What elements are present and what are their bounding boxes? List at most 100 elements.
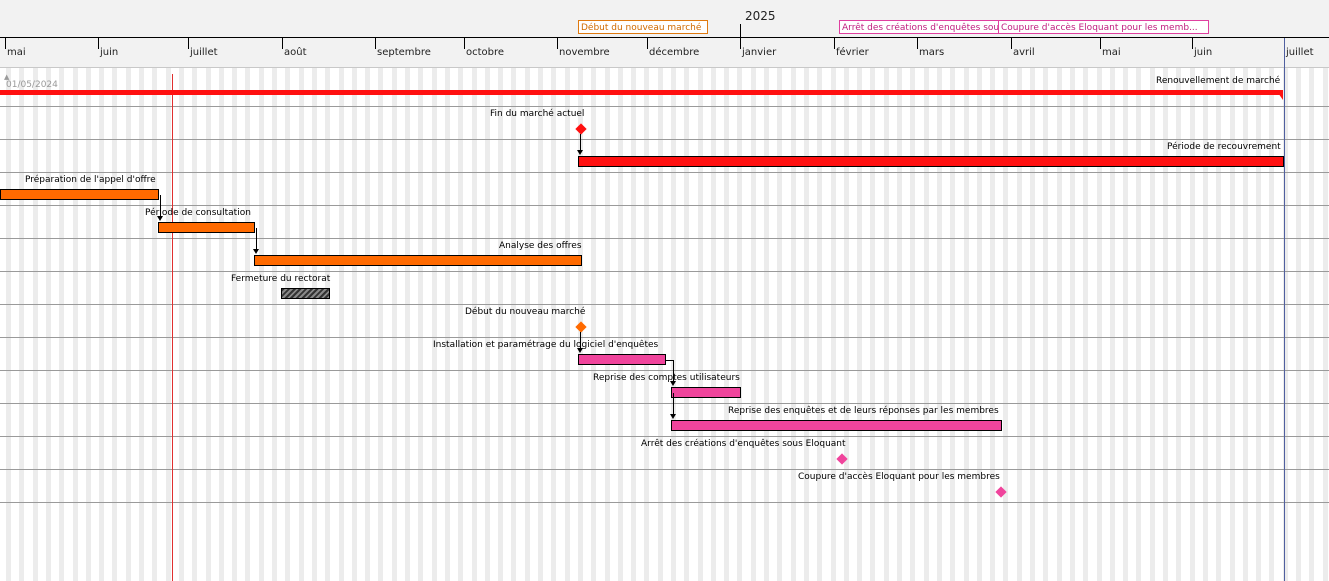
weekend-stripe	[751, 68, 756, 581]
weekend-stripe	[418, 68, 423, 581]
weekend-stripe	[1097, 68, 1102, 581]
weekend-stripe	[1230, 68, 1235, 581]
month-label: février	[836, 47, 869, 58]
weekend-stripe	[33, 68, 38, 581]
row-separator	[0, 469, 1329, 470]
dependency-link	[580, 134, 581, 150]
task-label: Période de consultation	[145, 208, 251, 218]
bar-reprise-comptes[interactable]	[671, 387, 741, 398]
month-tick	[282, 37, 283, 49]
weekend-stripe	[870, 68, 875, 581]
year-boundary-tick	[740, 24, 741, 49]
scroll-up-icon[interactable]: ▲	[4, 73, 10, 81]
month-tick	[98, 37, 99, 49]
marker-arret-creations[interactable]: Arrêt des créations d'enquêtes sous	[839, 20, 999, 34]
weekend-stripe	[206, 68, 211, 581]
weekend-stripe	[605, 68, 610, 581]
weekend-stripe	[405, 68, 410, 581]
dependency-link	[673, 393, 674, 414]
weekend-stripe	[764, 68, 769, 581]
task-label: Fin du marché actuel	[490, 109, 585, 119]
row-separator	[0, 172, 1329, 173]
row-separator	[0, 139, 1329, 140]
dependency-arrow-icon	[577, 150, 583, 155]
row-separator	[0, 337, 1329, 338]
weekend-stripe	[458, 68, 463, 581]
dependency-arrow-icon	[157, 216, 163, 221]
weekend-stripe	[1123, 68, 1128, 581]
weekend-stripe	[1256, 68, 1261, 581]
month-label: avril	[1013, 47, 1035, 58]
task-label: Coupure d'accès Eloquant pour les membre…	[798, 472, 1000, 482]
dependency-link	[160, 195, 161, 216]
weekend-stripe	[1309, 68, 1314, 581]
weekend-stripe	[844, 68, 849, 581]
task-label: Reprise des enquêtes et de leurs réponse…	[728, 406, 999, 416]
task-label: Installation et paramétrage du logiciel …	[433, 340, 659, 350]
month-label: mars	[919, 47, 945, 58]
bar-preparation-appel-offre[interactable]	[0, 189, 159, 200]
dependency-arrow-icon	[253, 249, 259, 254]
bar-installation-parametrage[interactable]	[578, 354, 666, 365]
month-tick	[647, 37, 648, 49]
weekend-stripe	[884, 68, 889, 581]
weekend-stripe	[179, 68, 184, 581]
weekend-stripe	[325, 68, 330, 581]
bar-fermeture-rectorat[interactable]	[281, 288, 330, 299]
weekend-stripe	[59, 68, 64, 581]
weekend-stripe	[1163, 68, 1168, 581]
month-label: juin	[1194, 47, 1213, 58]
month-label: mai	[7, 47, 26, 58]
weekend-stripe	[232, 68, 237, 581]
task-label: Reprise des comptes utilisateurs	[593, 373, 740, 383]
weekend-stripe	[126, 68, 131, 581]
weekend-stripe	[618, 68, 623, 581]
row-separator	[0, 304, 1329, 305]
weekend-stripe	[152, 68, 157, 581]
bar-reprise-enquetes[interactable]	[671, 420, 1002, 431]
weekend-stripe	[1083, 68, 1088, 581]
timescale-axis	[0, 37, 1329, 38]
month-label: septembre	[377, 47, 431, 58]
weekend-stripe	[259, 68, 264, 581]
bar-analyse-offres[interactable]	[254, 255, 582, 266]
weekend-stripe	[392, 68, 397, 581]
weekend-stripe	[1136, 68, 1141, 581]
summary-bar-renouvellement[interactable]	[0, 90, 1283, 95]
weekend-stripe	[1216, 68, 1221, 581]
timeline-header: 2025 mai juin juillet août septembre octobre n…	[0, 0, 1329, 68]
month-tick	[917, 37, 918, 49]
dependency-link	[666, 360, 674, 361]
marker-coupure-acces[interactable]: Coupure d'accès Eloquant pour les memb..…	[998, 20, 1209, 34]
weekend-stripe	[1030, 68, 1035, 581]
weekend-stripe	[791, 68, 796, 581]
weekend-stripe	[804, 68, 809, 581]
weekend-stripe	[272, 68, 277, 581]
weekend-stripe	[777, 68, 782, 581]
row-separator	[0, 238, 1329, 239]
weekend-stripe	[432, 68, 437, 581]
weekend-stripe	[684, 68, 689, 581]
weekend-stripe	[112, 68, 117, 581]
bar-periode-recouvrement[interactable]	[578, 156, 1284, 167]
dependency-arrow-icon	[670, 414, 676, 419]
row-separator	[0, 502, 1329, 503]
bar-periode-consultation[interactable]	[158, 222, 255, 233]
month-label: juin	[100, 47, 119, 58]
marker-debut-nouveau-marche[interactable]: Début du nouveau marché	[578, 20, 708, 34]
weekend-stripe	[498, 68, 503, 581]
weekend-stripe	[631, 68, 636, 581]
weekend-stripe	[698, 68, 703, 581]
weekend-stripe	[99, 68, 104, 581]
weekend-stripe	[511, 68, 516, 581]
weekend-stripe	[551, 68, 556, 581]
summary-bar-end-cap	[1276, 90, 1283, 100]
year-label: 2025	[745, 9, 776, 23]
task-label: Fermeture du rectorat	[231, 274, 331, 284]
weekend-stripe	[378, 68, 383, 581]
weekend-stripe	[472, 68, 477, 581]
row-separator	[0, 436, 1329, 437]
weekend-stripe	[671, 68, 676, 581]
weekend-stripe	[1190, 68, 1195, 581]
